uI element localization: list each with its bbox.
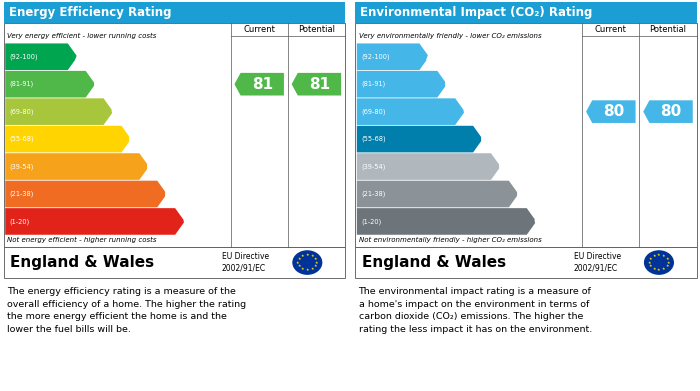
Polygon shape [643, 100, 693, 123]
Text: 81: 81 [252, 77, 273, 92]
Text: ★: ★ [649, 256, 652, 261]
Text: The energy efficiency rating is a measure of the
overall efficiency of a home. T: The energy efficiency rating is a measur… [7, 287, 246, 334]
Text: England & Wales: England & Wales [362, 255, 506, 270]
Text: ★: ★ [666, 264, 669, 268]
Text: Not environmentally friendly - higher CO₂ emissions: Not environmentally friendly - higher CO… [358, 237, 541, 243]
Text: ★: ★ [652, 254, 656, 258]
Text: ★: ★ [667, 260, 671, 265]
Text: D: D [480, 133, 490, 145]
Text: ★: ★ [301, 254, 304, 258]
Text: Current: Current [244, 25, 275, 34]
Text: 80: 80 [603, 104, 624, 119]
Text: E: E [146, 160, 155, 173]
Text: (81-91): (81-91) [361, 81, 385, 88]
Bar [4, 247, 345, 278]
Text: ★: ★ [648, 260, 651, 265]
Polygon shape [586, 100, 636, 123]
Polygon shape [357, 71, 447, 97]
Text: (39-54): (39-54) [9, 163, 34, 170]
Text: Not energy efficient - higher running costs: Not energy efficient - higher running co… [7, 237, 156, 243]
Text: E: E [498, 160, 506, 173]
Polygon shape [5, 71, 95, 97]
Text: (1-20): (1-20) [361, 218, 382, 225]
Polygon shape [5, 98, 113, 125]
Text: Very energy efficient - lower running costs: Very energy efficient - lower running co… [7, 33, 156, 39]
Text: ★: ★ [298, 264, 301, 268]
Text: 80: 80 [660, 104, 682, 119]
Text: (39-54): (39-54) [361, 163, 385, 170]
Polygon shape [5, 43, 78, 70]
Text: B: B [92, 78, 102, 91]
Text: Energy Efficiency Rating: Energy Efficiency Rating [8, 6, 171, 19]
Polygon shape [5, 126, 131, 152]
Text: ★: ★ [649, 264, 652, 268]
Text: (21-38): (21-38) [361, 191, 385, 197]
Text: G: G [182, 215, 192, 228]
Text: A: A [426, 50, 436, 63]
Bar [355, 23, 696, 247]
Polygon shape [292, 73, 341, 95]
Text: The environmental impact rating is a measure of
a home's impact on the environme: The environmental impact rating is a mea… [358, 287, 592, 334]
Text: ★: ★ [315, 260, 318, 265]
Text: ★: ★ [310, 254, 314, 258]
Text: G: G [533, 215, 544, 228]
Polygon shape [357, 126, 483, 152]
Text: ★: ★ [657, 253, 661, 257]
Text: (21-38): (21-38) [9, 191, 34, 197]
Text: ★: ★ [666, 256, 669, 261]
Text: England & Wales: England & Wales [10, 255, 155, 270]
Polygon shape [357, 208, 536, 235]
Polygon shape [357, 98, 465, 125]
Polygon shape [357, 181, 519, 207]
Text: ★: ★ [314, 264, 317, 268]
Text: EU Directive
2002/91/EC: EU Directive 2002/91/EC [573, 252, 621, 273]
Text: Environmental Impact (CO₂) Rating: Environmental Impact (CO₂) Rating [360, 6, 593, 19]
Polygon shape [5, 208, 185, 235]
Text: ★: ★ [298, 256, 301, 261]
Text: Very environmentally friendly - lower CO₂ emissions: Very environmentally friendly - lower CO… [358, 33, 541, 39]
Polygon shape [234, 73, 284, 95]
Circle shape [293, 251, 322, 274]
Text: ★: ★ [662, 254, 666, 258]
Text: A: A [75, 50, 84, 63]
Text: F: F [516, 188, 524, 201]
Text: (55-68): (55-68) [9, 136, 34, 142]
Text: Current: Current [595, 25, 626, 34]
Text: (69-80): (69-80) [361, 108, 386, 115]
Text: F: F [164, 188, 173, 201]
Text: Potential: Potential [298, 25, 335, 34]
Text: C: C [111, 105, 120, 118]
Text: C: C [462, 105, 471, 118]
Text: ★: ★ [310, 267, 314, 271]
Polygon shape [357, 153, 500, 180]
Polygon shape [5, 181, 167, 207]
Text: D: D [128, 133, 139, 145]
Text: ★: ★ [306, 268, 309, 272]
Text: (55-68): (55-68) [361, 136, 386, 142]
Text: 81: 81 [309, 77, 330, 92]
Polygon shape [357, 43, 429, 70]
Text: EU Directive
2002/91/EC: EU Directive 2002/91/EC [222, 252, 269, 273]
Text: ★: ★ [652, 267, 656, 271]
Text: (81-91): (81-91) [9, 81, 34, 88]
Bar [4, 2, 345, 23]
Bar [355, 2, 696, 23]
Text: (92-100): (92-100) [361, 54, 389, 60]
Bar [4, 23, 345, 247]
Text: (69-80): (69-80) [9, 108, 34, 115]
Bar [355, 247, 696, 278]
Text: ★: ★ [301, 267, 304, 271]
Circle shape [645, 251, 673, 274]
Text: (92-100): (92-100) [9, 54, 38, 60]
Text: (1-20): (1-20) [9, 218, 29, 225]
Text: ★: ★ [657, 268, 661, 272]
Text: ★: ★ [306, 253, 309, 257]
Text: B: B [444, 78, 454, 91]
Text: ★: ★ [296, 260, 300, 265]
Polygon shape [5, 153, 149, 180]
Text: Potential: Potential [650, 25, 687, 34]
Text: ★: ★ [314, 256, 317, 261]
Text: ★: ★ [662, 267, 666, 271]
